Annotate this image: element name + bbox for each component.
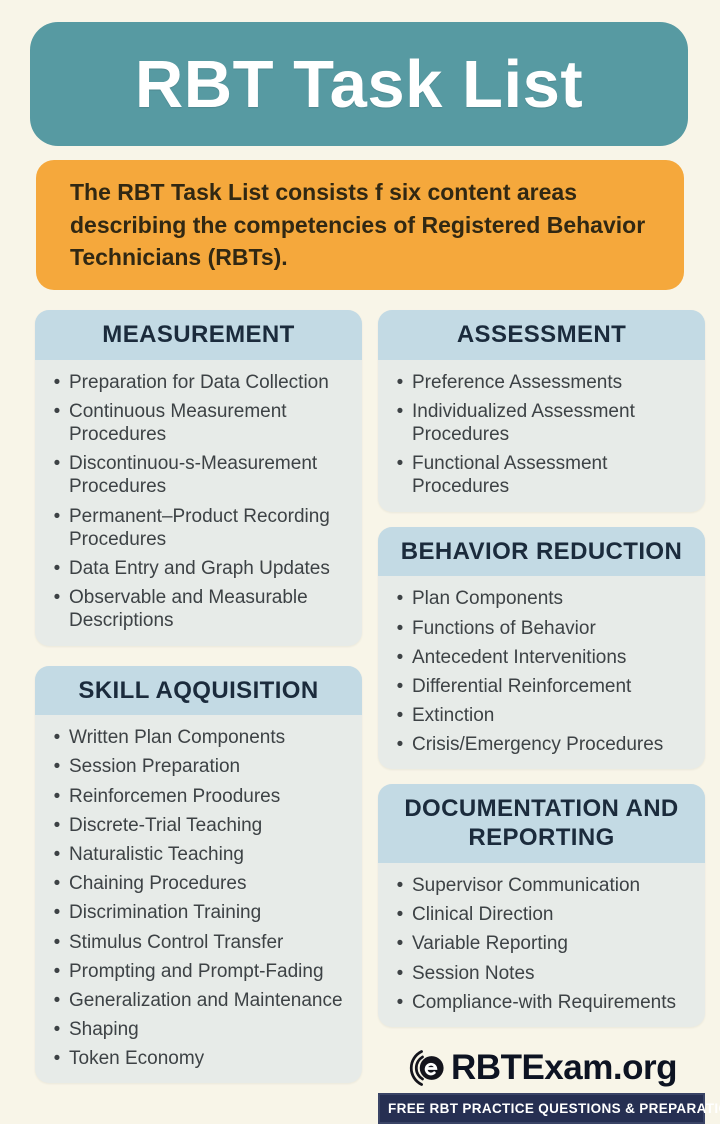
left-column: MEASUREMENT Preparation for Data Collect… xyxy=(35,310,362,1103)
section-assessment: ASSESSMENT Preference Assessments Individ… xyxy=(378,310,705,512)
list-item: Observable and Measurable Descriptions xyxy=(45,586,354,632)
section-behavior-reduction: BEHAVIOR REDUCTION Plan Components Functi… xyxy=(378,526,705,770)
list-item-text: Session Preparation xyxy=(69,756,241,778)
list-item: Session Preparation xyxy=(45,755,354,778)
list-item: Written Plan Components xyxy=(45,726,354,749)
section-title: BEHAVIOR REDUCTION xyxy=(378,526,705,577)
list-item-text: Stimulus Control Transfer xyxy=(69,931,284,953)
list-item-text: Permanent–Product Recording Procedures xyxy=(69,505,330,550)
list-item-text: Generalization and Maintenance xyxy=(69,989,343,1011)
list-item: Discrete-Trial Teaching xyxy=(45,814,354,837)
list-item: Stimulus Control Transfer xyxy=(45,931,354,954)
list-item-text: Extinction xyxy=(412,705,495,727)
list-item: Discrimination Training xyxy=(45,901,354,924)
list-item: Differential Reinforcement xyxy=(388,675,697,698)
list-item-text: Token Economy xyxy=(69,1048,205,1070)
list-item-text: Antecedent Intervenitions xyxy=(412,646,627,668)
section-body: Plan Components Functions of Behavior Ante… xyxy=(378,576,705,769)
list-item-text: Discrimination Training xyxy=(69,902,262,924)
list-item-text: Plan Components xyxy=(412,588,564,610)
list-item: Compliance-with Requirements xyxy=(388,991,697,1014)
bullet-list: Supervisor Communication Clinical Directi… xyxy=(388,874,697,1014)
list-item-text: Shaping xyxy=(69,1019,139,1041)
list-item-text: Individualized Assessment Procedures xyxy=(412,400,635,446)
intro-text: The RBT Task List consists f six content… xyxy=(70,179,646,271)
list-item-text: Clinical Direction xyxy=(412,904,554,926)
list-item-text: Written Plan Components xyxy=(69,727,286,749)
section-body: Supervisor Communication Clinical Directi… xyxy=(378,863,705,1027)
list-item: Preference Assessments xyxy=(388,371,697,394)
list-item-text: Compliance-with Requirements xyxy=(412,991,676,1013)
list-item: Reinforcemen Proodures xyxy=(45,785,354,808)
list-item-text: Variable Reporting xyxy=(412,933,568,955)
bullet-list: Preference Assessments Individualized Ass… xyxy=(388,371,697,499)
list-item-text: Discrete-Trial Teaching xyxy=(69,814,263,836)
list-item-text: Crisis/Emergency Procedures xyxy=(412,734,664,756)
list-item-text: Differential Reinforcement xyxy=(412,675,632,697)
list-item: Individualized Assessment Procedures xyxy=(388,400,697,446)
page-title: RBT Task List xyxy=(134,46,584,122)
list-item: Antecedent Intervenitions xyxy=(388,646,697,669)
list-item: Functions of Behavior xyxy=(388,617,697,640)
logo-text: RBTExam.org xyxy=(451,1047,677,1087)
list-item-text: Discontinuou-s-Measurement Procedures xyxy=(69,453,318,498)
list-item: Supervisor Communication xyxy=(388,874,697,897)
poster: RBT Task List The RBT Task List consists… xyxy=(0,0,720,1080)
list-item-text: Functions of Behavior xyxy=(412,617,596,639)
list-item: Shaping xyxy=(45,1018,354,1041)
list-item: Clinical Direction xyxy=(388,903,697,926)
bullet-list: Preparation for Data Collection Continuou… xyxy=(45,371,354,633)
list-item-text: Observable and Measurable Descriptions xyxy=(69,587,308,632)
section-body: Preparation for Data Collection Continuou… xyxy=(35,360,362,646)
section-body: Written Plan Components Session Preparati… xyxy=(35,715,362,1083)
list-item-text: Preparation for Data Collection xyxy=(69,371,329,393)
bullet-list: Written Plan Components Session Preparati… xyxy=(45,726,354,1070)
list-item-text: Preference Assessments xyxy=(412,371,623,393)
list-item-text: Session Notes xyxy=(412,962,535,984)
list-item-text: Supervisor Communication xyxy=(412,875,641,897)
list-item: Preparation for Data Collection xyxy=(45,371,354,394)
list-item: Crisis/Emergency Procedures xyxy=(388,733,697,756)
e-swirl-icon xyxy=(406,1046,450,1090)
list-item: Naturalistic Teaching xyxy=(45,843,354,866)
list-item: Functional Assessment Procedures xyxy=(388,452,697,498)
bullet-list: Plan Components Functions of Behavior Ante… xyxy=(388,587,697,756)
list-item: Continuous Measurement Procedures xyxy=(45,400,354,446)
list-item: Prompting and Prompt-Fading xyxy=(45,960,354,983)
right-column: ASSESSMENT Preference Assessments Individ… xyxy=(378,310,720,1124)
list-item-text: Prompting and Prompt-Fading xyxy=(69,960,324,982)
section-title: DOCUMENTATION AND REPORTING xyxy=(378,784,705,864)
list-item-text: Naturalistic Teaching xyxy=(69,844,244,865)
section-skill-acquisition: SKILL AQQUISITION Written Plan Component… xyxy=(35,665,362,1084)
section-title: ASSESSMENT xyxy=(378,310,705,360)
list-item: Discontinuou-s-Measurement Procedures xyxy=(45,452,354,498)
list-item-text: Data Entry and Graph Updates xyxy=(69,558,330,579)
list-item: Session Notes xyxy=(388,962,697,985)
list-item: Extinction xyxy=(388,704,697,727)
section-documentation-reporting: DOCUMENTATION AND REPORTING Supervisor C… xyxy=(378,784,705,1027)
list-item: Token Economy xyxy=(45,1047,354,1070)
section-title: MEASUREMENT xyxy=(35,310,362,360)
list-item-text: Functional Assessment Procedures xyxy=(412,453,608,498)
title-banner: RBT Task List xyxy=(30,22,688,146)
intro-box: The RBT Task List consists f six content… xyxy=(36,160,684,290)
section-body: Preference Assessments Individualized Ass… xyxy=(378,360,705,512)
list-item: Permanent–Product Recording Procedures xyxy=(45,505,354,551)
list-item-text: Continuous Measurement Procedures xyxy=(69,400,287,446)
list-item: Data Entry and Graph Updates xyxy=(45,557,354,580)
footer: RBTExam.org FREE RBT PRACTICE QUESTIONS … xyxy=(378,1046,720,1124)
logo: RBTExam.org xyxy=(406,1046,677,1090)
list-item: Generalization and Maintenance xyxy=(45,989,354,1012)
list-item-text: Chaining Procedures xyxy=(69,873,247,895)
section-measurement: MEASUREMENT Preparation for Data Collect… xyxy=(35,310,362,646)
list-item: Plan Components xyxy=(388,587,697,610)
section-title: SKILL AQQUISITION xyxy=(35,665,362,716)
list-item: Variable Reporting xyxy=(388,932,697,955)
list-item: Chaining Procedures xyxy=(45,872,354,895)
footer-banner: FREE RBT PRACTICE QUESTIONS & PREPARATIO… xyxy=(378,1092,720,1124)
list-item-text: Reinforcemen Proodures xyxy=(69,785,281,807)
